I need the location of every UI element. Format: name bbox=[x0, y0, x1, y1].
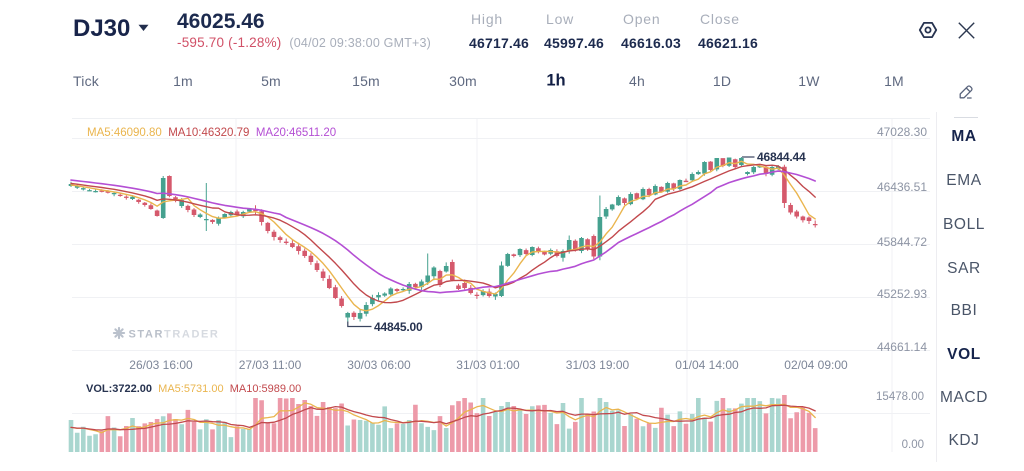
svg-text:STARTRADER: STARTRADER bbox=[129, 329, 220, 341]
